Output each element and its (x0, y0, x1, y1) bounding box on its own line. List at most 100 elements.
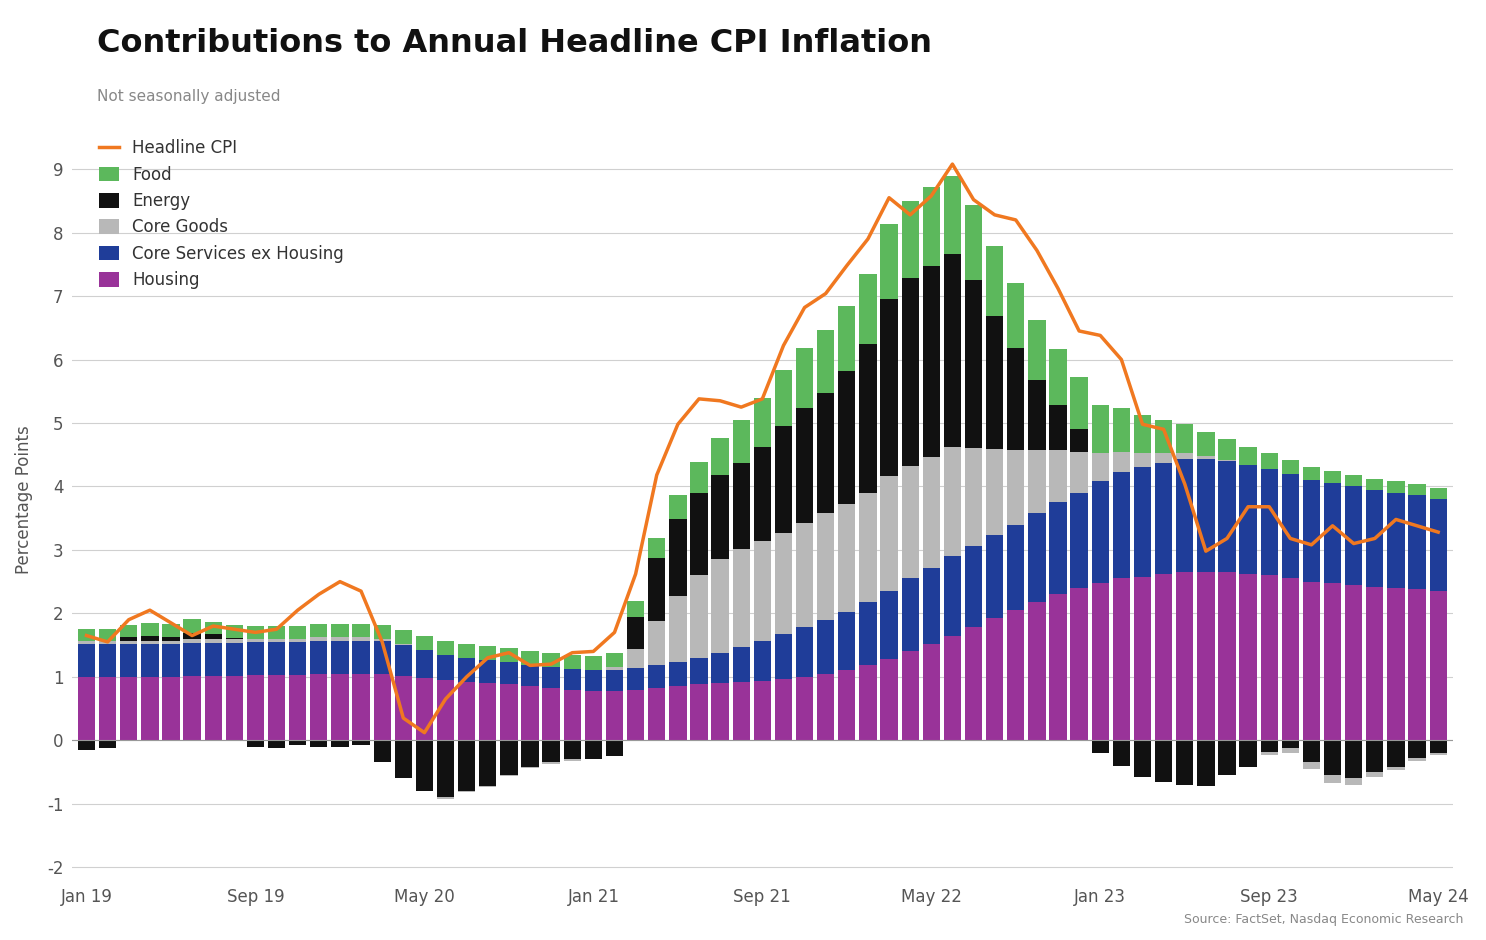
Bar (1239, 447, 1257, 465)
Bar (838, 504, 856, 612)
Bar (352, 641, 370, 674)
Bar (311, 741, 327, 746)
Bar (606, 691, 623, 741)
Bar (1281, 474, 1299, 578)
Bar (1260, 752, 1278, 755)
Bar (1049, 349, 1067, 404)
Bar (352, 637, 370, 641)
Bar (437, 797, 455, 799)
Bar (880, 590, 898, 659)
Bar (183, 643, 201, 676)
Bar (584, 656, 602, 670)
Bar (1303, 741, 1320, 762)
Bar (1219, 440, 1236, 460)
Bar (964, 627, 982, 741)
Bar (1366, 587, 1383, 741)
Bar (584, 691, 602, 741)
Bar (1198, 456, 1214, 459)
Bar (880, 659, 898, 741)
Bar (1008, 449, 1024, 525)
Bar (902, 651, 918, 741)
Bar (859, 274, 877, 344)
Bar (1198, 572, 1214, 741)
Bar (1219, 461, 1236, 572)
Bar (606, 670, 623, 691)
Bar (1260, 741, 1278, 752)
Bar (226, 638, 244, 639)
Bar (311, 674, 327, 741)
Bar (1155, 574, 1172, 741)
Bar (501, 741, 517, 776)
Bar (205, 634, 221, 639)
Bar (964, 546, 982, 627)
Bar (395, 645, 412, 676)
Bar (1239, 741, 1257, 767)
Bar (1345, 585, 1363, 741)
Bar (712, 438, 728, 475)
Bar (1028, 320, 1046, 380)
Bar (522, 741, 539, 767)
Bar (1219, 572, 1236, 741)
Bar (1409, 484, 1425, 495)
Bar (964, 205, 982, 279)
Bar (944, 447, 961, 556)
Bar (733, 420, 750, 463)
Text: Source: FactSet, Nasdaq Economic Research: Source: FactSet, Nasdaq Economic Researc… (1184, 913, 1464, 926)
Bar (120, 625, 137, 637)
Bar (1092, 405, 1109, 453)
Bar (1303, 762, 1320, 769)
Bar (395, 644, 412, 645)
Bar (838, 306, 856, 371)
Bar (944, 176, 961, 254)
Bar (1345, 778, 1363, 785)
Bar (373, 639, 391, 641)
Bar (859, 602, 877, 666)
Bar (77, 677, 95, 741)
Bar (478, 683, 496, 741)
Bar (267, 642, 285, 675)
Bar (733, 463, 750, 549)
Bar (458, 682, 476, 741)
Bar (478, 647, 496, 660)
Bar (311, 637, 327, 641)
Bar (1008, 348, 1024, 449)
Bar (352, 741, 370, 745)
Bar (458, 741, 476, 791)
Bar (1175, 453, 1193, 459)
Bar (796, 348, 813, 408)
Bar (183, 639, 201, 643)
Bar (290, 639, 306, 642)
Bar (183, 676, 201, 741)
Bar (838, 670, 856, 741)
Bar (77, 629, 95, 641)
Bar (478, 660, 496, 683)
Bar (1175, 424, 1193, 453)
Bar (753, 641, 771, 681)
Bar (987, 316, 1003, 449)
Bar (478, 786, 496, 787)
Bar (437, 654, 455, 680)
Bar (1049, 404, 1067, 450)
Bar (247, 741, 265, 746)
Bar (120, 677, 137, 741)
Bar (733, 682, 750, 741)
Bar (1113, 472, 1129, 578)
Bar (1303, 480, 1320, 582)
Bar (542, 762, 560, 763)
Bar (1324, 741, 1342, 776)
Bar (542, 653, 560, 667)
Bar (964, 447, 982, 546)
Bar (141, 641, 159, 644)
Bar (416, 678, 432, 741)
Bar (162, 644, 180, 677)
Bar (395, 741, 412, 778)
Y-axis label: Percentage Points: Percentage Points (15, 425, 33, 573)
Bar (226, 639, 244, 643)
Bar (226, 676, 244, 741)
Bar (584, 741, 602, 760)
Bar (944, 556, 961, 635)
Bar (1198, 741, 1214, 786)
Text: Contributions to Annual Headline CPI Inflation: Contributions to Annual Headline CPI Inf… (97, 28, 932, 59)
Bar (542, 741, 560, 762)
Bar (859, 344, 877, 493)
